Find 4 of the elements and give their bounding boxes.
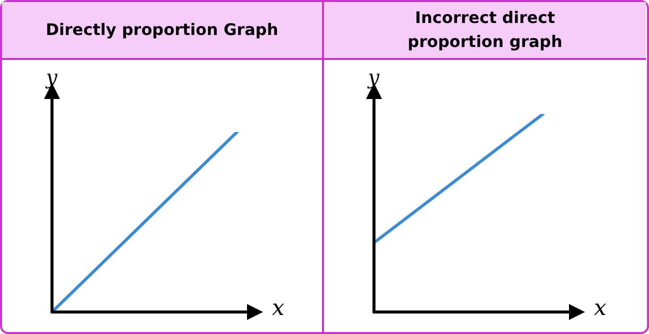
chart-title: Incorrect direct proportion graph bbox=[406, 7, 564, 53]
x-axis-title: x bbox=[272, 296, 284, 321]
x-axis-title: x bbox=[594, 296, 606, 321]
chart-title: Directly proportion Graph bbox=[44, 19, 280, 41]
